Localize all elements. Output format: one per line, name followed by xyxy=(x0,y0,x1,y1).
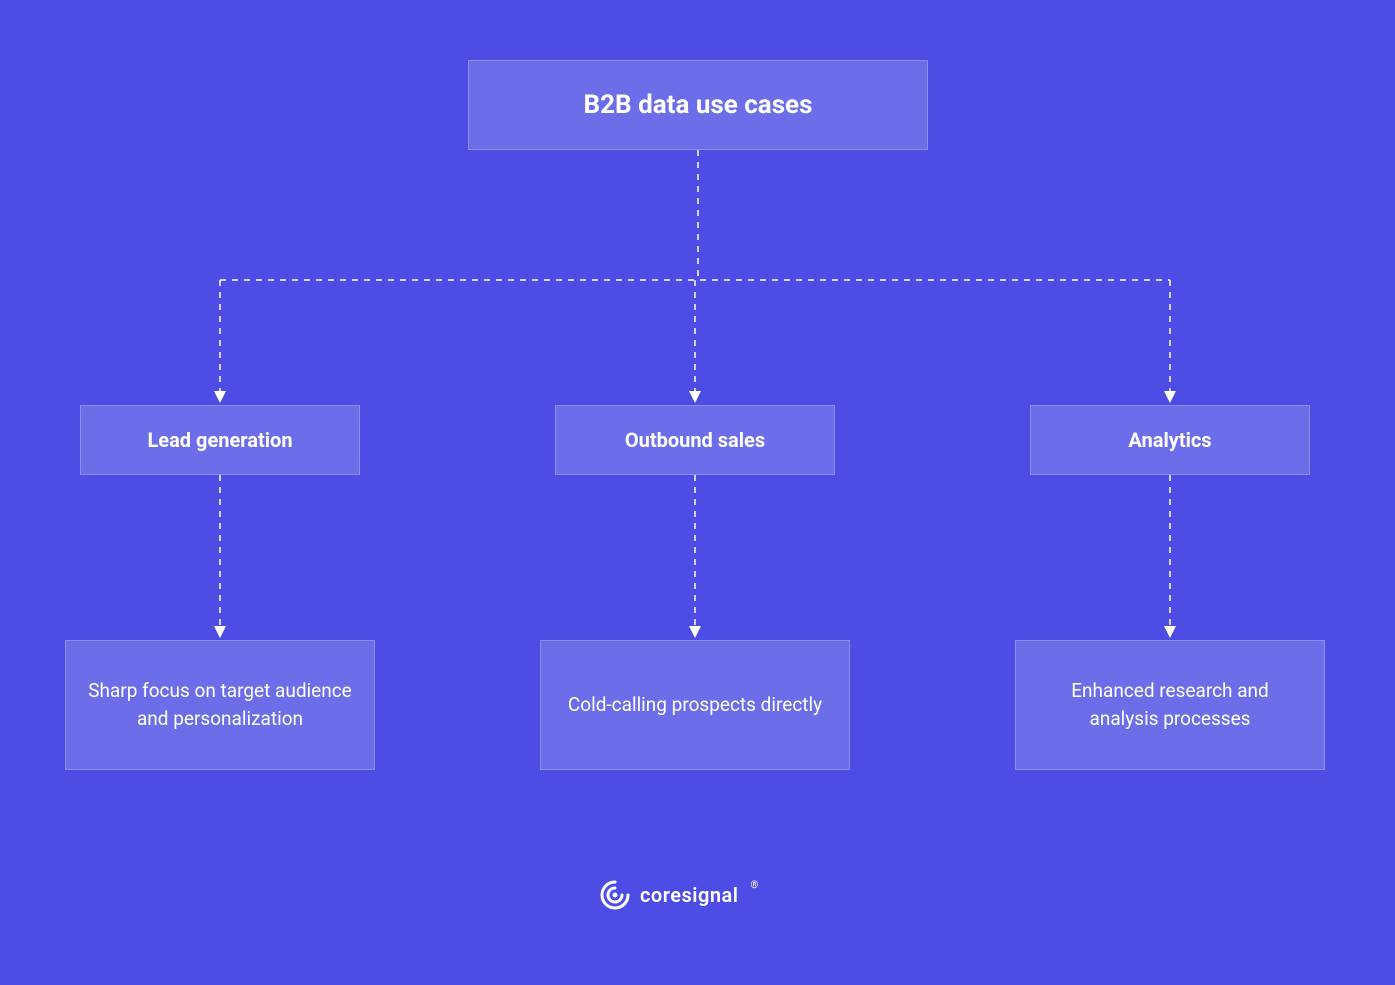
category-label: Outbound sales xyxy=(625,428,765,452)
description-node-2: Cold-calling prospects directly xyxy=(540,640,850,770)
coresignal-logo: coresignal ® xyxy=(600,880,758,910)
category-label: Analytics xyxy=(1128,428,1211,452)
category-node-lead-generation: Lead generation xyxy=(80,405,360,475)
root-label: B2B data use cases xyxy=(584,90,813,120)
description-label: Cold-calling prospects directly xyxy=(568,691,822,720)
registered-mark: ® xyxy=(751,880,759,891)
root-node: B2B data use cases xyxy=(468,60,928,150)
description-node-3: Enhanced research and analysis processes xyxy=(1015,640,1325,770)
description-label: Sharp focus on target audience and perso… xyxy=(86,677,354,734)
description-label: Enhanced research and analysis processes xyxy=(1036,677,1304,734)
logo-text: coresignal xyxy=(640,883,739,907)
coresignal-icon xyxy=(600,880,630,910)
diagram-canvas: B2B data use cases Lead generation Outbo… xyxy=(0,0,1395,985)
category-node-analytics: Analytics xyxy=(1030,405,1310,475)
category-node-outbound-sales: Outbound sales xyxy=(555,405,835,475)
description-node-1: Sharp focus on target audience and perso… xyxy=(65,640,375,770)
category-label: Lead generation xyxy=(147,428,292,452)
